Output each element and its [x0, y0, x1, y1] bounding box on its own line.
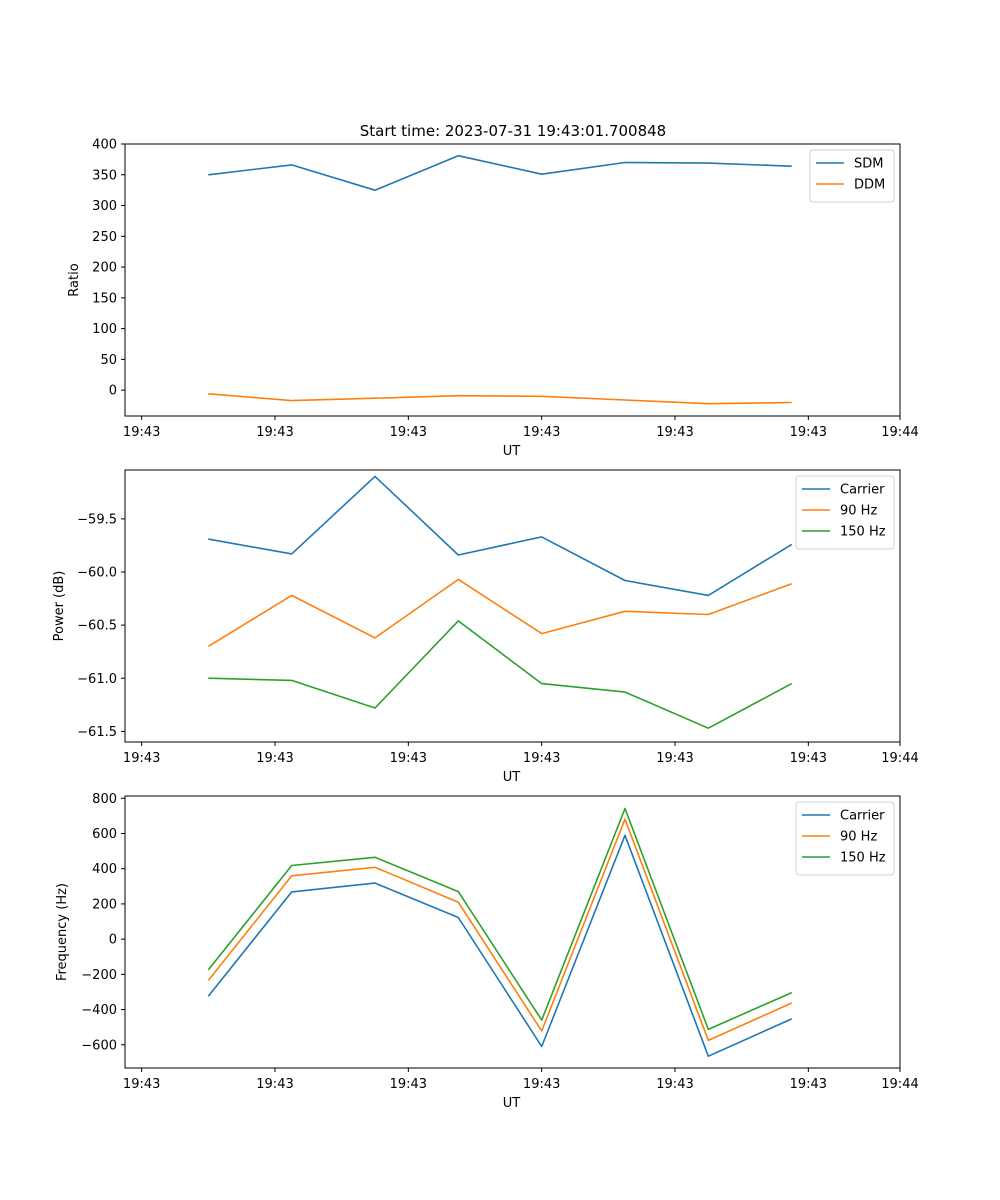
- series-line-carrier: [207, 834, 793, 1057]
- x-tick-label: 19:43: [523, 751, 560, 766]
- series-line-150-hz: [208, 620, 793, 730]
- x-tick-label: 19:43: [790, 425, 827, 440]
- legend-label-ddm: DDM: [854, 178, 885, 193]
- x-axis-label: UT: [503, 444, 521, 459]
- legend: Carrier 90 Hz 150 Hz: [795, 475, 895, 550]
- x-tick-label: 19:44: [881, 751, 918, 766]
- y-tick-label: 150: [92, 291, 117, 306]
- x-tick-label: 19:43: [123, 425, 160, 440]
- y-axis-label: Power (dB): [52, 571, 67, 642]
- y-tick-label: −59.5: [77, 512, 117, 527]
- x-axis-label: UT: [503, 1096, 521, 1111]
- axes-frame: [124, 143, 901, 417]
- x-axis-label: UT: [503, 770, 521, 785]
- x-tick-label: 19:43: [790, 751, 827, 766]
- y-tick-label: 50: [100, 353, 117, 368]
- y-tick-label: −600: [81, 1038, 117, 1053]
- y-tick-label: 400: [92, 862, 117, 877]
- y-tick-label: 200: [92, 897, 117, 912]
- y-tick-label: −61.0: [77, 672, 117, 687]
- x-tick-label: 19:43: [523, 1077, 560, 1092]
- series-line-150-hz: [207, 807, 793, 1031]
- series-line-ddm: [208, 393, 792, 405]
- y-tick-label: 0: [109, 384, 117, 399]
- axes-frame: [124, 469, 901, 743]
- y-tick-label: 400: [92, 138, 117, 153]
- y-tick-label: −60.0: [77, 566, 117, 581]
- legend: Carrier 90 Hz 150 Hz: [795, 801, 895, 876]
- y-tick-label: 800: [92, 792, 117, 807]
- series-line-carrier: [208, 475, 793, 597]
- series-line-90-hz: [207, 578, 792, 648]
- x-tick-label: 19:43: [390, 751, 427, 766]
- chart-panel-1: 19:43 19:43 19:43 19:43 19:43 19:43 19:44 UT 0 50…: [67, 138, 919, 460]
- series-line-90-hz: [207, 818, 793, 1042]
- y-tick-label: −400: [81, 1003, 117, 1018]
- x-tick-label: 19:44: [881, 1077, 918, 1092]
- legend-label-90-hz: 90 Hz: [840, 504, 877, 519]
- y-tick-label: 350: [92, 168, 117, 183]
- legend-label-90-hz: 90 Hz: [840, 830, 877, 845]
- x-tick-label: 19:43: [656, 425, 693, 440]
- x-tick-label: 19:43: [523, 425, 560, 440]
- legend-label-sdm: SDM: [854, 157, 883, 172]
- axes-frame: [124, 795, 901, 1069]
- y-tick-label: 0: [109, 933, 117, 948]
- x-tick-label: 19:43: [123, 751, 160, 766]
- y-axis-label: Frequency (Hz): [55, 883, 70, 981]
- chart-panel-2: 19:43 19:43 19:43 19:43 19:43 19:43 19:44 UT −59…: [52, 469, 919, 785]
- y-tick-label: −60.5: [77, 619, 117, 634]
- chart-panel-3: 19:43 19:43 19:43 19:43 19:43 19:43 19:44 UT 800…: [55, 792, 919, 1111]
- x-tick-label: 19:43: [790, 1077, 827, 1092]
- y-tick-label: −200: [81, 968, 117, 983]
- y-tick-label: 100: [92, 322, 117, 337]
- y-tick-label: 200: [92, 261, 117, 276]
- series-line-sdm: [208, 154, 792, 191]
- x-tick-label: 19:43: [656, 751, 693, 766]
- x-tick-label: 19:44: [881, 425, 918, 440]
- legend-label-150-hz: 150 Hz: [840, 525, 886, 540]
- y-axis-label: Ratio: [67, 263, 82, 296]
- legend: SDM DDM: [809, 149, 895, 203]
- y-tick-label: −61.5: [77, 725, 117, 740]
- x-tick-label: 19:43: [256, 425, 293, 440]
- figure-title: Start time: 2023-07-31 19:43:01.700848: [360, 122, 666, 140]
- x-tick-label: 19:43: [390, 425, 427, 440]
- legend-label-carrier: Carrier: [840, 809, 885, 824]
- x-tick-label: 19:43: [390, 1077, 427, 1092]
- x-tick-label: 19:43: [256, 751, 293, 766]
- y-tick-label: 300: [92, 199, 117, 214]
- x-tick-label: 19:43: [256, 1077, 293, 1092]
- legend-label-carrier: Carrier: [840, 483, 885, 498]
- x-tick-label: 19:43: [123, 1077, 160, 1092]
- x-tick-label: 19:43: [656, 1077, 693, 1092]
- y-tick-label: 600: [92, 827, 117, 842]
- legend-label-150-hz: 150 Hz: [840, 851, 886, 866]
- y-tick-label: 250: [92, 230, 117, 245]
